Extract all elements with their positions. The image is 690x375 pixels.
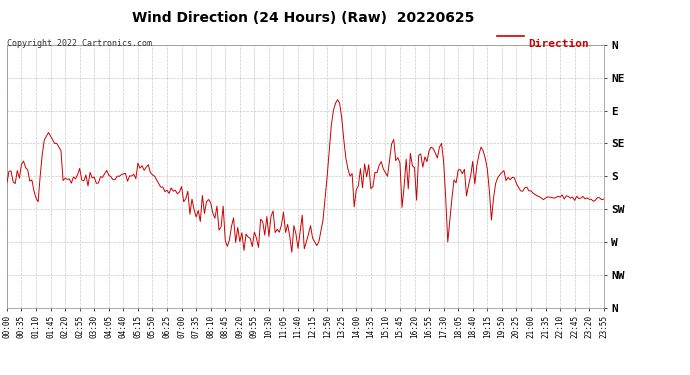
Text: Direction: Direction — [528, 39, 589, 50]
Text: Wind Direction (24 Hours) (Raw)  20220625: Wind Direction (24 Hours) (Raw) 20220625 — [132, 11, 475, 25]
Text: Copyright 2022 Cartronics.com: Copyright 2022 Cartronics.com — [7, 39, 152, 48]
